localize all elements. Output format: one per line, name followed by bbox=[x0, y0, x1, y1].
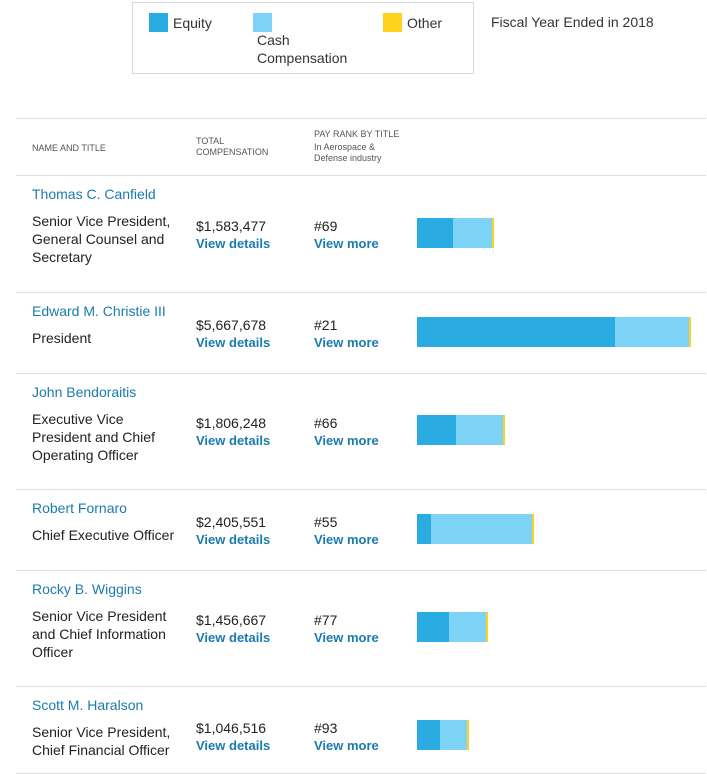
table-row: Scott M. Haralson Senior Vice President, … bbox=[16, 687, 706, 774]
legend-other-label: Other bbox=[407, 15, 443, 31]
bar-segment-other bbox=[486, 612, 489, 642]
header-pay-rank-sub: In Aerospace & Defense industry bbox=[314, 142, 382, 163]
bar-segment-cash bbox=[615, 317, 690, 347]
executive-name-link[interactable]: Rocky B. Wiggins bbox=[32, 581, 142, 597]
compensation-bar bbox=[417, 612, 489, 642]
bar-segment-equity bbox=[417, 612, 449, 642]
header-pay-rank: PAY RANK BY TITLE bbox=[314, 129, 400, 139]
header-total-comp: TOTAL COMPENSATION bbox=[196, 136, 269, 157]
chart-legend: Equity Cash Compensation Other bbox=[132, 2, 474, 74]
bar-segment-equity bbox=[417, 514, 431, 544]
view-more-link[interactable]: View more bbox=[314, 236, 379, 251]
executive-name-link[interactable]: Thomas C. Canfield bbox=[32, 186, 156, 202]
executive-name-link[interactable]: Edward M. Christie III bbox=[32, 303, 166, 319]
view-details-link[interactable]: View details bbox=[196, 738, 271, 753]
bar-segment-equity bbox=[417, 415, 456, 445]
fiscal-year-label: Fiscal Year Ended in 2018 bbox=[491, 14, 654, 30]
cash-swatch bbox=[253, 13, 272, 32]
table-row: Edward M. Christie III President $5,667,67… bbox=[16, 293, 706, 374]
bar-segment-cash bbox=[455, 415, 504, 445]
bar-segment-other bbox=[532, 514, 534, 544]
table-header: NAME AND TITLE TOTAL COMPENSATION PAY RA… bbox=[16, 118, 706, 176]
bar-segment-cash bbox=[452, 218, 493, 248]
view-details-link[interactable]: View details bbox=[196, 236, 271, 251]
view-more-link[interactable]: View more bbox=[314, 630, 379, 645]
executive-name-link[interactable]: John Bendoraitis bbox=[32, 384, 137, 400]
view-details-link[interactable]: View details bbox=[196, 335, 271, 350]
pay-rank-value: #69 bbox=[314, 218, 338, 234]
total-compensation-value: $2,405,551 bbox=[196, 514, 267, 530]
compensation-bar bbox=[417, 415, 506, 445]
executive-name-link[interactable]: Robert Fornaro bbox=[32, 500, 127, 516]
executive-title: President bbox=[32, 330, 92, 346]
bar-segment-cash bbox=[448, 612, 487, 642]
executive-title: Senior Vice President, Chief Financial O… bbox=[32, 724, 171, 758]
view-more-link[interactable]: View more bbox=[314, 335, 379, 350]
header-name-title: NAME AND TITLE bbox=[32, 143, 106, 153]
pay-rank-value: #93 bbox=[314, 720, 338, 736]
legend-equity-label: Equity bbox=[173, 15, 212, 31]
total-compensation-value: $5,667,678 bbox=[196, 317, 267, 333]
executive-title: Executive Vice President and Chief Opera… bbox=[32, 411, 155, 463]
bar-segment-equity bbox=[417, 720, 440, 750]
executive-title: Senior Vice President, General Counsel a… bbox=[32, 213, 171, 265]
table-row: Thomas C. Canfield Senior Vice President,… bbox=[16, 176, 706, 293]
bar-segment-other bbox=[492, 218, 495, 248]
compensation-bar bbox=[417, 514, 534, 544]
bar-segment-cash bbox=[430, 514, 532, 544]
bar-segment-other bbox=[503, 415, 506, 445]
total-compensation-value: $1,583,477 bbox=[196, 218, 267, 234]
bar-segment-equity bbox=[417, 317, 616, 347]
view-more-link[interactable]: View more bbox=[314, 433, 379, 448]
total-compensation-value: $1,806,248 bbox=[196, 415, 267, 431]
view-details-link[interactable]: View details bbox=[196, 433, 271, 448]
executive-name-link[interactable]: Scott M. Haralson bbox=[32, 697, 144, 713]
compensation-table: NAME AND TITLE TOTAL COMPENSATION PAY RA… bbox=[16, 118, 706, 774]
table-row: Rocky B. Wiggins Senior Vice President an… bbox=[16, 571, 706, 687]
compensation-bar bbox=[417, 218, 495, 248]
total-compensation-value: $1,456,667 bbox=[196, 612, 267, 628]
view-more-link[interactable]: View more bbox=[314, 738, 379, 753]
bar-segment-other bbox=[689, 317, 692, 347]
pay-rank-value: #55 bbox=[314, 514, 338, 530]
bar-segment-equity bbox=[417, 218, 453, 248]
pay-rank-value: #21 bbox=[314, 317, 338, 333]
view-details-link[interactable]: View details bbox=[196, 630, 271, 645]
executive-title: Senior Vice President and Chief Informat… bbox=[32, 608, 167, 660]
executive-title: Chief Executive Officer bbox=[32, 527, 175, 543]
bar-segment-other bbox=[466, 720, 469, 750]
table-row: Robert Fornaro Chief Executive Officer $2,… bbox=[16, 490, 706, 571]
view-more-link[interactable]: View more bbox=[314, 532, 379, 547]
bar-segment-cash bbox=[439, 720, 467, 750]
pay-rank-value: #77 bbox=[314, 612, 338, 628]
total-compensation-value: $1,046,516 bbox=[196, 720, 267, 736]
other-swatch bbox=[383, 13, 402, 32]
equity-swatch bbox=[149, 13, 168, 32]
pay-rank-value: #66 bbox=[314, 415, 338, 431]
compensation-bar bbox=[417, 317, 692, 347]
table-row: John Bendoraitis Executive Vice President… bbox=[16, 374, 706, 490]
compensation-bar bbox=[417, 720, 469, 750]
legend-cash-label: Cash Compensation bbox=[257, 32, 348, 66]
table-body: Thomas C. Canfield Senior Vice President,… bbox=[16, 176, 706, 774]
view-details-link[interactable]: View details bbox=[196, 532, 271, 547]
